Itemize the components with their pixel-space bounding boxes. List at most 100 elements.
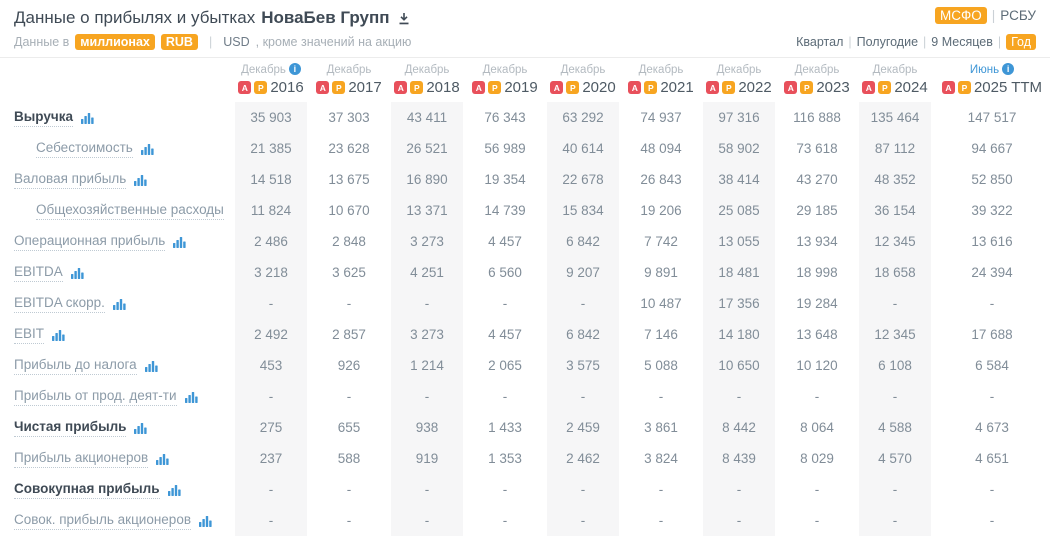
column-month-label: Декабрь (241, 64, 286, 76)
row-label[interactable]: Прибыль до налога (14, 357, 137, 375)
bar-chart-icon[interactable] (173, 236, 186, 248)
bar-chart-icon[interactable] (52, 329, 65, 341)
table-row: Чистая прибыль 275 655 938 1 433 2 459 3 861 8 … (0, 412, 1050, 443)
row-label-cell: EBITDA скорр. (0, 288, 232, 319)
pdf-icon[interactable]: A (941, 81, 955, 94)
p-doc-icon[interactable]: P (488, 81, 502, 94)
value-cell: - (814, 389, 820, 404)
value-cell: 43 411 (388, 102, 466, 133)
value-cell: 3 575 (544, 350, 622, 381)
value-cell: 73 618 (796, 141, 838, 156)
row-label[interactable]: Общехозяйственные расходы (36, 202, 224, 220)
pdf-icon[interactable]: A (628, 81, 642, 94)
row-label[interactable]: Совок. прибыль акционеров (14, 512, 191, 530)
p-doc-icon[interactable]: P (254, 81, 268, 94)
table-row: Общехозяйственные расходы 11 824 10 670 13 … (0, 195, 1050, 226)
bar-chart-icon[interactable] (184, 391, 198, 403)
table-header-row: Декабрь i A P 2016 Декабрь A P 2017 Декабрь A P 2018… (0, 58, 1050, 102)
row-label[interactable]: EBIT (14, 326, 45, 344)
value-cell: 938 (388, 412, 466, 443)
row-label[interactable]: Совокупная прибыль (14, 481, 160, 499)
download-icon[interactable] (398, 12, 410, 25)
toggle-9-mesyacev[interactable]: 9 Месяцев (931, 35, 993, 49)
value-cell: 6 842 (544, 226, 622, 257)
row-label[interactable]: Прибыль от прод. деят-ти (14, 388, 177, 406)
pdf-icon[interactable]: A (472, 81, 486, 94)
value-cell: 10 120 (796, 358, 838, 373)
value-cell: 926 (337, 358, 361, 373)
table-row: Валовая прибыль 14 518 13 675 16 890 19 354 2… (0, 164, 1050, 195)
bar-chart-icon[interactable] (140, 143, 154, 155)
bar-chart-icon[interactable] (112, 298, 126, 310)
row-label[interactable]: Выручка (14, 109, 73, 127)
column-month-label: Декабрь (404, 64, 450, 76)
table-row: EBITDA 3 218 3 625 4 251 6 560 9 207 9 891 18 4… (0, 257, 1050, 288)
value-cell: 97 316 (700, 102, 778, 133)
p-doc-icon[interactable]: P (878, 81, 892, 94)
p-doc-icon[interactable]: P (800, 81, 814, 94)
value-cell: - (856, 288, 934, 319)
value-cell: 6 560 (488, 265, 522, 280)
value-cell: 8 439 (700, 443, 778, 474)
info-icon[interactable]: i (1002, 63, 1015, 75)
column-year-label: 2016 (270, 79, 304, 96)
toggle-kvartal[interactable]: Квартал (796, 35, 844, 49)
row-label[interactable]: Валовая прибыль (14, 171, 127, 189)
units-toggle-millions[interactable]: миллионах (75, 34, 155, 50)
value-cell: 1 214 (388, 350, 466, 381)
row-label[interactable]: Чистая прибыль (14, 419, 127, 437)
p-doc-icon[interactable]: P (410, 81, 424, 94)
value-cell: 12 345 (856, 319, 934, 350)
company-name: НоваБев Групп (261, 8, 390, 27)
row-label[interactable]: EBITDA скорр. (14, 295, 105, 313)
row-label[interactable]: EBITDA (14, 264, 63, 282)
row-label[interactable]: Операционная прибыль (14, 233, 166, 251)
toggle-god[interactable]: Год (1006, 34, 1036, 50)
p-doc-icon[interactable]: P (957, 81, 971, 94)
p-doc-icon[interactable]: P (722, 81, 736, 94)
pdf-icon[interactable]: A (784, 81, 798, 94)
value-cell: 36 154 (856, 195, 934, 226)
bar-chart-icon[interactable] (144, 360, 158, 372)
pdf-icon[interactable]: A (862, 81, 876, 94)
value-cell: 8 442 (700, 412, 778, 443)
toggle-polugodie[interactable]: Полугодие (856, 35, 919, 49)
row-label[interactable]: Прибыль акционеров (14, 450, 149, 468)
pdf-icon[interactable]: A (316, 81, 330, 94)
p-doc-icon[interactable]: P (644, 81, 658, 94)
bar-chart-icon[interactable] (70, 267, 84, 279)
value-cell: 58 902 (700, 133, 778, 164)
pdf-icon[interactable]: A (238, 81, 252, 94)
column-month-line: Декабрь i (232, 63, 310, 77)
bar-chart-icon[interactable] (134, 174, 147, 186)
value-cell: 2 065 (488, 358, 522, 373)
value-cell: 919 (388, 443, 466, 474)
column-header-2021: Декабрь A P 2021 (622, 63, 700, 102)
value-cell: 588 (337, 451, 361, 466)
currency-toggle-rub[interactable]: RUB (160, 34, 198, 50)
info-icon[interactable]: i (288, 63, 301, 75)
bar-chart-icon[interactable] (134, 422, 148, 434)
value-cell: 275 (232, 412, 310, 443)
value-cell: 48 094 (640, 141, 682, 156)
bar-chart-icon[interactable] (80, 112, 94, 124)
table-row: EBITDA скорр. - - - - - 10 487 17 356 19 284 - - (0, 288, 1050, 319)
bar-chart-icon[interactable] (167, 484, 181, 496)
pdf-icon[interactable]: A (550, 81, 564, 94)
toggle-rsbu[interactable]: РСБУ (1000, 8, 1036, 23)
value-cell: 21 385 (232, 133, 310, 164)
value-cell: 37 303 (328, 110, 370, 125)
row-label[interactable]: Себестоимость (36, 140, 133, 158)
pdf-icon[interactable]: A (706, 81, 720, 94)
bar-chart-icon[interactable] (199, 515, 212, 527)
value-cell: 2 848 (332, 234, 366, 249)
toggle-msfo[interactable]: МСФО (934, 7, 987, 24)
value-cell: 13 371 (388, 195, 466, 226)
p-doc-icon[interactable]: P (332, 81, 346, 94)
p-doc-icon[interactable]: P (566, 81, 580, 94)
value-cell: 13 616 (971, 234, 1013, 249)
currency-toggle-usd[interactable]: USD (223, 35, 250, 49)
value-cell: - (346, 482, 352, 497)
bar-chart-icon[interactable] (156, 453, 169, 465)
pdf-icon[interactable]: A (394, 81, 408, 94)
